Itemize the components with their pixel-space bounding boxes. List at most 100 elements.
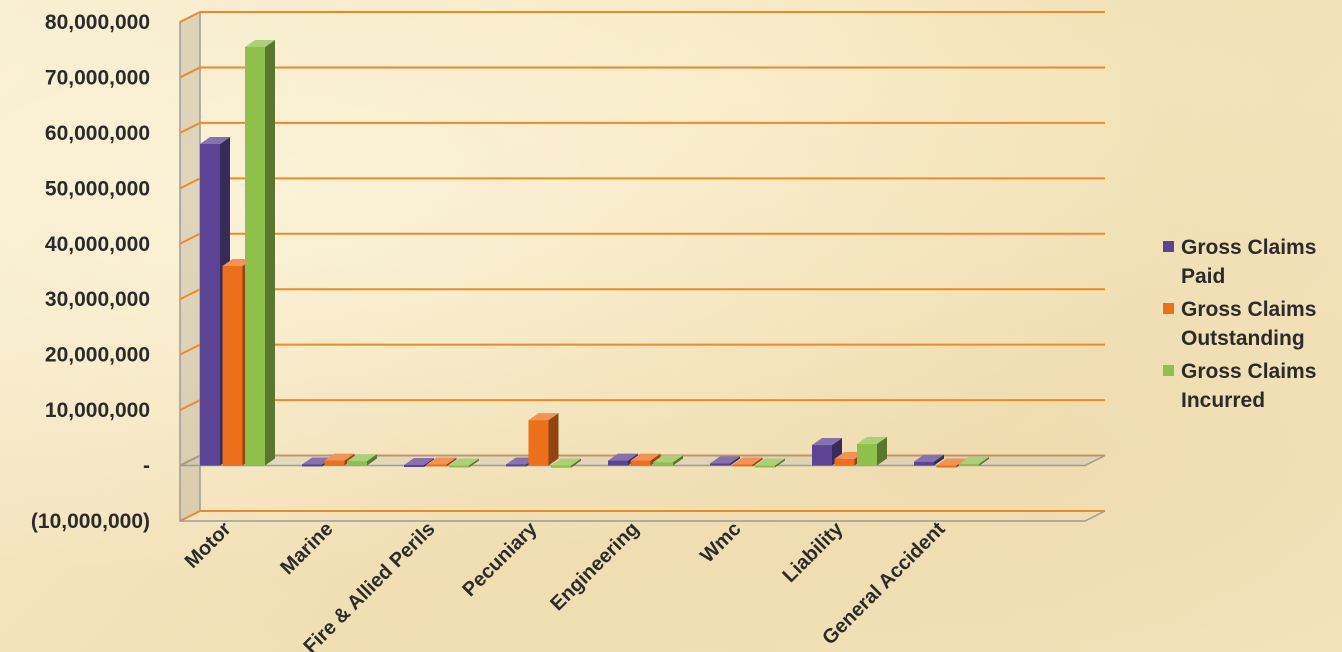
gridline-side bbox=[179, 288, 201, 301]
bar-side bbox=[730, 456, 740, 466]
y-tick-label: 30,000,000 bbox=[45, 288, 150, 311]
bar bbox=[347, 454, 377, 466]
gridlines bbox=[179, 11, 1105, 522]
legend-label: Gross Claims Outstanding bbox=[1181, 298, 1317, 350]
bar bbox=[857, 436, 887, 466]
x-tick-label: Pecuniary bbox=[458, 517, 542, 601]
bar-side bbox=[548, 413, 559, 466]
legend-item: Gross Claims Outstanding bbox=[1163, 295, 1338, 353]
bar-side bbox=[446, 457, 457, 467]
legend-swatch bbox=[1163, 241, 1174, 252]
bar-top bbox=[347, 454, 377, 462]
y-axis-ticks: 80,000,000 70,000,000 60,000,000 50,000,000… bbox=[31, 11, 150, 533]
bar bbox=[528, 413, 559, 466]
x-tick-label: Liability bbox=[779, 517, 849, 587]
bar-front bbox=[245, 46, 265, 466]
x-tick-label: Wmc bbox=[696, 518, 745, 567]
bar bbox=[710, 456, 740, 466]
gridline-side bbox=[179, 232, 201, 245]
bar-top bbox=[324, 453, 355, 461]
legend-swatch bbox=[1163, 303, 1174, 314]
gridline-side bbox=[179, 177, 201, 190]
bar-top bbox=[200, 136, 230, 144]
bar-top bbox=[914, 454, 944, 462]
bar-top bbox=[426, 457, 457, 465]
bar-front bbox=[857, 443, 877, 466]
bar-front bbox=[914, 461, 934, 466]
bar-top bbox=[630, 453, 661, 461]
bar-front bbox=[630, 460, 651, 466]
bar-side bbox=[775, 458, 785, 468]
bar-top bbox=[608, 453, 638, 461]
bar bbox=[914, 454, 944, 466]
bar-side bbox=[265, 39, 275, 466]
bar-front bbox=[959, 463, 979, 466]
bar-side bbox=[752, 457, 763, 467]
y-tick-label: 20,000,000 bbox=[45, 344, 150, 367]
bar bbox=[551, 458, 581, 468]
bar-front bbox=[834, 458, 855, 466]
bar bbox=[653, 455, 683, 466]
bar-top bbox=[857, 436, 887, 444]
bar-front bbox=[710, 463, 730, 466]
bar-front bbox=[222, 265, 243, 466]
x-tick-label: Engineering bbox=[546, 518, 643, 615]
y-tick-label: 10,000,000 bbox=[45, 399, 150, 422]
y-tick-label: 60,000,000 bbox=[45, 122, 150, 145]
bar-front bbox=[347, 461, 367, 466]
gridline-side bbox=[179, 121, 201, 134]
bar bbox=[449, 458, 479, 468]
bar-side bbox=[367, 454, 377, 466]
bar-top bbox=[936, 458, 967, 466]
bar-side bbox=[934, 454, 944, 466]
legend-item: Gross Claims Incurred bbox=[1163, 357, 1338, 415]
bar-top bbox=[404, 458, 434, 466]
legend-swatch bbox=[1163, 365, 1174, 376]
y-tick-label: - bbox=[143, 455, 150, 478]
side-wall bbox=[179, 10, 201, 523]
bar-side bbox=[673, 455, 683, 466]
bar bbox=[426, 457, 457, 467]
bar-front bbox=[812, 445, 832, 466]
y-tick-label: 70,000,000 bbox=[45, 66, 150, 89]
legend: Gross Claims Paid Gross Claims Outstandin… bbox=[1163, 233, 1338, 419]
bar-front bbox=[528, 420, 549, 466]
gridline-side bbox=[179, 510, 201, 522]
legend-item: Gross Claims Paid bbox=[1163, 233, 1338, 291]
x-tick-label: Marine bbox=[276, 518, 337, 579]
bar-front bbox=[302, 464, 322, 467]
bar-front bbox=[506, 464, 526, 467]
bar bbox=[245, 39, 275, 466]
bar-side bbox=[979, 456, 989, 466]
bar-top bbox=[812, 438, 842, 446]
bar bbox=[755, 458, 785, 468]
bar-top bbox=[449, 458, 479, 466]
bar-side bbox=[571, 458, 581, 468]
chart-walls bbox=[179, 10, 201, 523]
bar-front bbox=[426, 464, 447, 467]
bar-front bbox=[404, 465, 424, 468]
bar bbox=[959, 456, 989, 466]
bar-side bbox=[469, 458, 479, 468]
bar-front bbox=[449, 465, 469, 468]
bar-top bbox=[959, 456, 989, 464]
bar-front bbox=[324, 460, 345, 466]
gridline-side bbox=[179, 343, 201, 356]
bar-front bbox=[755, 465, 775, 468]
bar-top bbox=[653, 455, 683, 463]
bar bbox=[732, 457, 763, 467]
bar bbox=[812, 438, 842, 466]
y-tick-label: 50,000,000 bbox=[45, 177, 150, 200]
bars bbox=[200, 39, 989, 468]
bar-top bbox=[245, 39, 275, 47]
y-tick-label: 80,000,000 bbox=[45, 11, 150, 34]
bar-top bbox=[710, 456, 740, 464]
bar-front bbox=[732, 464, 753, 467]
y-tick-label: 40,000,000 bbox=[45, 233, 150, 256]
gridline-side bbox=[179, 11, 201, 23]
bar-front bbox=[200, 143, 220, 466]
bar-front bbox=[936, 465, 957, 468]
